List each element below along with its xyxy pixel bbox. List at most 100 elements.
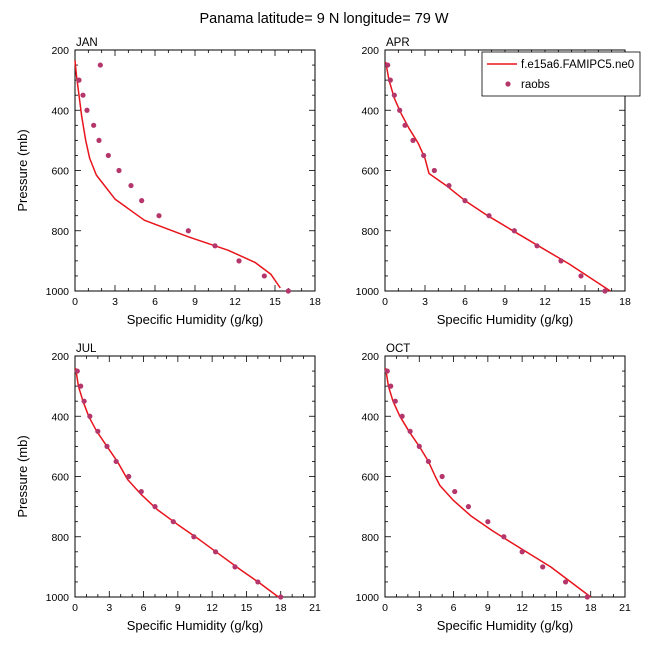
x-tick-label: 9: [502, 296, 508, 308]
raobs-point: [116, 167, 122, 174]
raobs-point: [138, 488, 144, 495]
x-tick-label: 21: [309, 602, 321, 614]
raobs-point: [91, 122, 97, 128]
raobs-point: [170, 519, 176, 525]
panel-label: OCT: [386, 343, 410, 355]
raobs-point: [416, 443, 422, 449]
raobs-point: [212, 549, 219, 555]
raobs-point: [105, 152, 111, 159]
x-tick-label: 9: [175, 602, 181, 614]
raobs-point: [212, 243, 218, 249]
raobs-point: [126, 473, 132, 480]
raobs-point: [78, 383, 84, 389]
raobs-point: [152, 504, 158, 510]
panel-label: JAN: [76, 37, 98, 49]
raobs-point: [501, 534, 507, 540]
y-tick-label: 200: [51, 351, 69, 363]
x-tick-label: 12: [516, 602, 528, 614]
x-axis-label: Specific Humidity (g/kg): [437, 618, 574, 633]
y-axis-label: Pressure (mb): [15, 129, 30, 211]
raobs-point: [485, 519, 491, 525]
y-tick-label: 1000: [46, 592, 70, 604]
raobs-point: [407, 428, 413, 434]
x-tick-label: 12: [539, 296, 551, 308]
raobs-point: [439, 473, 445, 480]
raobs-point: [95, 428, 101, 434]
raobs-point: [402, 122, 408, 128]
raobs-point: [446, 182, 452, 189]
raobs-point: [558, 258, 564, 264]
legend-model-label: f.e15a6.FAMIPC5.ne0: [521, 59, 634, 71]
y-tick-label: 1000: [356, 286, 380, 298]
raobs-point: [232, 564, 238, 570]
raobs-point: [385, 62, 391, 68]
y-tick-label: 400: [51, 411, 69, 423]
plot-frame: [74, 49, 316, 292]
x-tick-label: 0: [72, 296, 78, 308]
y-tick-label: 400: [361, 105, 379, 117]
raobs-point: [139, 198, 145, 204]
x-axis-label: Specific Humidity (g/kg): [127, 618, 264, 633]
y-tick-label: 800: [51, 532, 69, 544]
raobs-point: [185, 228, 191, 234]
x-tick-label: 0: [382, 296, 388, 308]
raobs-point: [452, 488, 458, 495]
x-axis-label: Specific Humidity (g/kg): [437, 312, 574, 327]
y-tick-label: 800: [361, 226, 379, 238]
raobs-point: [562, 579, 569, 585]
x-tick-label: 18: [619, 296, 631, 308]
raobs-point: [465, 504, 472, 510]
panel-oct: OCT 0 3 6 9 12 15 18 21 200 400 600 800 1000 Specific …: [356, 343, 631, 633]
raobs-point: [76, 77, 82, 83]
raobs-point: [602, 288, 608, 294]
raobs-point: [285, 288, 291, 294]
raobs-point: [104, 443, 110, 449]
y-tick-label: 1000: [46, 286, 70, 298]
panel-apr: APR 0 3 6 9 12 15 18 200 400 600 800 1000 Specific Hu…: [356, 37, 631, 327]
raobs-point: [87, 413, 93, 419]
x-tick-label: 15: [241, 602, 253, 614]
x-tick-label: 3: [422, 296, 428, 308]
raobs-point: [278, 594, 284, 600]
y-tick-label: 400: [361, 411, 379, 423]
raobs-point: [128, 182, 134, 189]
x-tick-label: 3: [416, 602, 422, 614]
raobs-point: [391, 92, 397, 98]
x-tick-label: 3: [106, 602, 112, 614]
x-tick-label: 12: [206, 602, 218, 614]
raobs-point: [236, 258, 242, 264]
figure-title: Panama latitude= 9 N longitude= 79 W: [199, 11, 448, 27]
legend-obs-marker: [505, 81, 511, 87]
x-tick-label: 18: [275, 602, 287, 614]
x-tick-label: 9: [485, 602, 491, 614]
x-tick-label: 0: [72, 602, 78, 614]
plot-frame: [384, 355, 626, 598]
x-tick-label: 6: [152, 296, 158, 308]
raobs-point: [425, 458, 432, 465]
raobs-point: [97, 62, 103, 68]
x-tick-label: 15: [579, 296, 591, 308]
raobs-point: [397, 107, 403, 113]
x-tick-label: 6: [451, 602, 457, 614]
raobs-point: [410, 137, 416, 143]
y-tick-label: 600: [51, 166, 69, 178]
x-tick-label: 0: [382, 602, 388, 614]
raobs-point: [81, 398, 87, 404]
y-axis-label: Pressure (mb): [15, 435, 30, 517]
y-tick-label: 1000: [356, 592, 380, 604]
raobs-point: [399, 413, 405, 419]
raobs-point: [113, 458, 119, 465]
y-tick-label: 600: [51, 472, 69, 484]
x-tick-label: 3: [112, 296, 118, 308]
x-tick-label: 15: [551, 602, 563, 614]
model-line: [384, 367, 592, 598]
raobs-point: [431, 167, 437, 174]
plot-frame: [74, 355, 316, 598]
y-tick-label: 800: [361, 532, 379, 544]
model-line: [384, 61, 611, 292]
panel-jul: JUL 0 3 6 9 12 15 18 21 200 400 600 800 1000 Specific …: [15, 343, 321, 633]
raobs-point: [96, 137, 102, 143]
y-tick-label: 200: [361, 45, 379, 57]
